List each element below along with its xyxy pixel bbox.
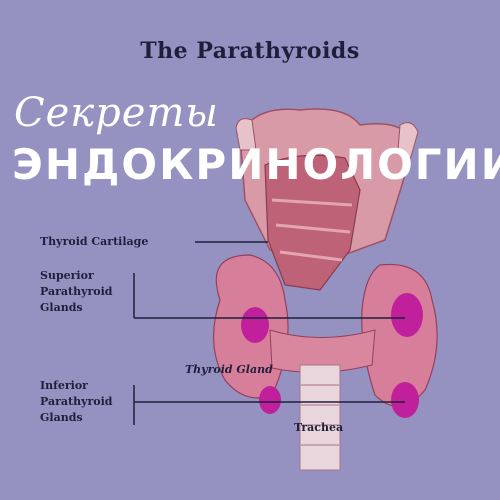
label-thyroid-cartilage: Thyroid Cartilage bbox=[40, 235, 149, 248]
larynx-left-horn bbox=[235, 118, 257, 151]
inferior-parathyroid-left bbox=[259, 386, 281, 414]
cartilage-band-3 bbox=[279, 250, 343, 262]
larynx-right-horn bbox=[397, 122, 419, 161]
label-superior-parathyroid: Superior Parathyroid Glands bbox=[40, 268, 113, 316]
superior-parathyroid-right bbox=[391, 293, 423, 337]
cartilage-band-1 bbox=[271, 198, 353, 207]
superior-parathyroid-left bbox=[241, 307, 269, 343]
inferior-parathyroid-right bbox=[391, 382, 419, 418]
cartilage-band-2 bbox=[275, 223, 351, 234]
trachea-shape bbox=[299, 364, 341, 471]
label-inferior-parathyroid: Inferior Parathyroid Glands bbox=[40, 378, 113, 426]
label-inferior-line-3: Glands bbox=[40, 411, 83, 424]
label-superior-line-2: Parathyroid bbox=[40, 285, 113, 298]
label-superior-line-3: Glands bbox=[40, 301, 83, 314]
overlay-main-text: ЭНДОКРИНОЛОГИИ bbox=[12, 140, 500, 189]
thyroid-isthmus bbox=[269, 329, 376, 373]
label-trachea: Trachea bbox=[294, 421, 344, 434]
diagram-title: The Parathyroids bbox=[140, 38, 360, 64]
label-thyroid-gland: Thyroid Gland bbox=[185, 363, 273, 376]
label-inferior-line-2: Parathyroid bbox=[40, 395, 113, 408]
overlay-script-text: Секреты bbox=[14, 90, 219, 136]
label-inferior-line-1: Inferior bbox=[40, 379, 88, 392]
label-superior-line-1: Superior bbox=[40, 269, 94, 282]
thyroid-cartilage-shape bbox=[264, 154, 361, 291]
